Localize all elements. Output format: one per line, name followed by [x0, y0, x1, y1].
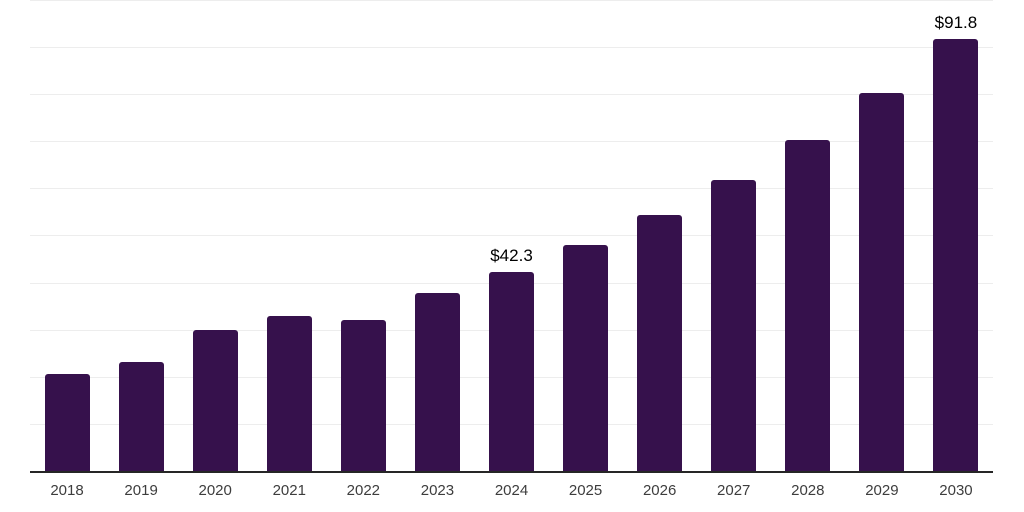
data-label-2024: $42.3	[490, 245, 533, 265]
x-tick-label-2024: 2024	[494, 482, 529, 499]
x-axis: 2018 2019 2020 2021 2022 2023 2024 2025 2026 2027…	[30, 482, 993, 506]
x-tick-label-2030: 2030	[939, 482, 973, 499]
gridline	[30, 0, 993, 1]
x-tick-label-2018: 2018	[50, 482, 84, 499]
x-tick-label-2020: 2020	[198, 482, 232, 499]
bar-2022	[340, 320, 386, 471]
bar-2018	[44, 374, 90, 471]
x-tick-label-2027: 2027	[717, 482, 751, 499]
x-tick-label-2029: 2029	[865, 482, 899, 499]
bar-2021	[266, 315, 312, 471]
x-tick-label-2023: 2023	[420, 482, 455, 499]
bar-2027	[711, 180, 757, 471]
bar-2020	[192, 329, 238, 471]
gridline	[30, 235, 993, 236]
x-tick-label-2021: 2021	[272, 482, 306, 499]
x-tick-label-2025: 2025	[568, 482, 603, 499]
gridline	[30, 47, 993, 48]
bar-2025	[563, 245, 609, 471]
x-tick-label-2019: 2019	[124, 482, 158, 499]
gridline	[30, 141, 993, 142]
bar-2030	[933, 38, 979, 471]
plot-area: $42.3 $91.8	[30, 0, 993, 473]
x-tick-label-2022: 2022	[346, 482, 381, 499]
bar-2023	[414, 292, 460, 471]
bar-2029	[859, 93, 905, 471]
bar-2028	[785, 140, 831, 471]
data-label-2030: $91.8	[934, 12, 978, 32]
x-tick-label-2028: 2028	[791, 482, 825, 499]
bar-2026	[637, 215, 683, 471]
x-tick-label-2026: 2026	[642, 482, 677, 499]
bar-2024	[489, 271, 534, 471]
bar-2019	[118, 361, 164, 471]
gridline	[30, 94, 993, 95]
gridline	[30, 188, 993, 189]
